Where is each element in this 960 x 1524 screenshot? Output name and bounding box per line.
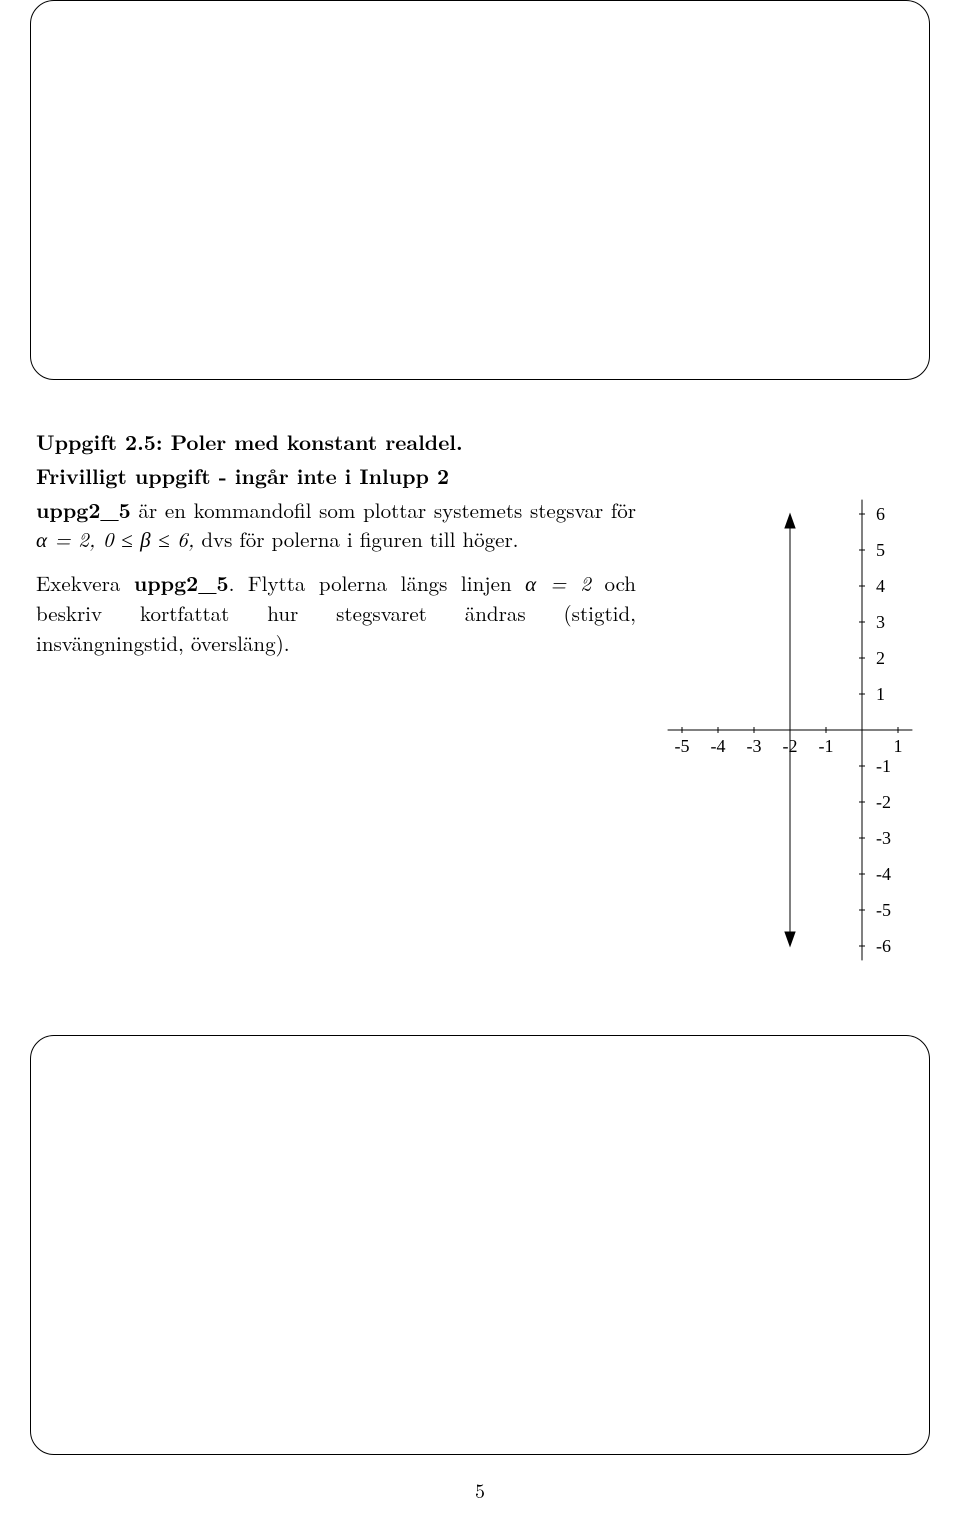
task-paragraph-2: Exekvera uppg2_5. Flytta polerna längs l… [36,569,636,658]
svg-text:-6: -6 [876,936,891,956]
answer-box-top [30,0,930,380]
p1-rest1: är en kommandofil som plottar systemets … [131,495,636,525]
svg-text:-5: -5 [876,900,891,920]
svg-text:-3: -3 [876,828,891,848]
svg-text:-1: -1 [819,736,834,756]
svg-text:5: 5 [876,540,885,560]
p1-rest2: dvs för polerna i figuren till höger. [194,524,518,554]
svg-text:3: 3 [876,612,885,632]
page: Uppgift 2.5: Poler med konstant realdel.… [0,0,960,1524]
answer-box-bottom [30,1035,930,1455]
svg-text:-4: -4 [876,864,891,884]
task-subtitle: Frivilligt uppgift - ingår inte i Inlupp… [36,462,636,492]
p1-alpha: α = 2, 0 ≤ β ≤ 6, [36,524,194,554]
cmd-name-2: uppg2_5 [134,568,229,598]
cmd-name-1: uppg2_5 [36,495,131,525]
svg-text:-2: -2 [876,792,891,812]
task-paragraph-1: uppg2_5 är en kommandofil som plottar sy… [36,496,636,556]
svg-text:2: 2 [876,648,885,668]
p2-alpha: α = 2 [525,568,591,598]
task-title-line: Uppgift 2.5: Poler med konstant realdel. [36,428,636,458]
task-text: Uppgift 2.5: Poler med konstant realdel.… [36,428,636,673]
svg-text:-4: -4 [711,736,726,756]
svg-text:1: 1 [894,736,903,756]
task-title: Uppgift 2.5: Poler med konstant realdel. [36,427,463,457]
chart-svg: -5-4-3-2-11123456-1-2-3-4-5-6 [656,470,936,990]
svg-text:-5: -5 [675,736,690,756]
p2-rest1: . Flytta polerna längs linjen [229,568,526,598]
svg-text:1: 1 [876,684,885,704]
svg-text:-3: -3 [747,736,762,756]
coordinate-chart: -5-4-3-2-11123456-1-2-3-4-5-6 [656,470,936,990]
p2-lead: Exekvera [36,568,134,598]
svg-text:6: 6 [876,504,885,524]
svg-text:-1: -1 [876,756,891,776]
svg-text:4: 4 [876,576,885,596]
page-number: 5 [0,1475,960,1504]
